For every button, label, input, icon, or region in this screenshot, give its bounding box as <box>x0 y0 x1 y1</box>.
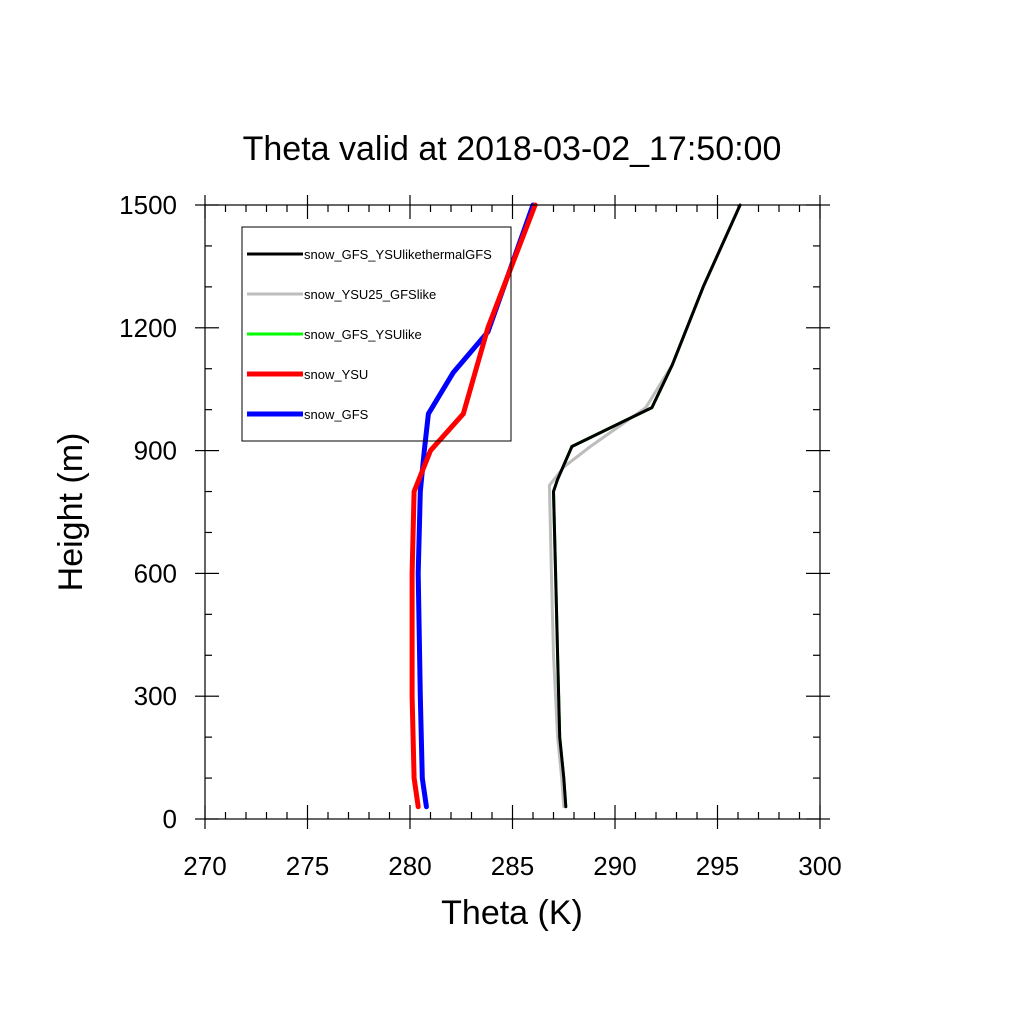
x-tick-label: 270 <box>183 851 226 881</box>
series-line-snow_YSU <box>409 202 538 810</box>
legend-label: snow_GFS <box>304 407 369 422</box>
x-tick-label: 275 <box>286 851 329 881</box>
legend-box <box>241 226 512 442</box>
ticks-layer: 270 275 280 285 290 295 300 0 300 600 900 1200 1500 <box>119 190 842 881</box>
x-tick-label: 300 <box>798 851 841 881</box>
y-tick-label: 900 <box>134 436 177 466</box>
plot-frame <box>204 204 821 820</box>
x-tick-label: 280 <box>388 851 431 881</box>
legend-label: snow_YSU25_GFSlike <box>304 287 436 302</box>
chart-title: Theta valid at 2018-03-02_17:50:00 <box>243 130 782 168</box>
series-line-snow_YSU25_GFSlike <box>547 203 742 809</box>
series-line-snow_GFS_YSUlike <box>552 203 742 809</box>
x-tick-label: 290 <box>593 851 636 881</box>
legend-label: snow_GFS_YSUlike <box>304 327 422 342</box>
y-tick-label: 300 <box>134 681 177 711</box>
x-tick-label: 295 <box>696 851 739 881</box>
series-line-snow_GFS_YSUlikethermalGFS <box>552 203 742 809</box>
y-tick-label: 0 <box>163 804 177 834</box>
legend-label: snow_GFS_YSUlikethermalGFS <box>304 247 492 262</box>
legend-label: snow_YSU <box>304 367 368 382</box>
y-tick-label: 1200 <box>119 313 177 343</box>
y-tick-label: 600 <box>134 558 177 588</box>
series-layer <box>409 202 742 810</box>
x-axis-label: Theta (K) <box>441 894 583 932</box>
y-axis-label: Height (m) <box>52 433 90 592</box>
x-tick-label: 285 <box>491 851 534 881</box>
legend: snow_GFS_YSUlikethermalGFS snow_YSU25_GFS… <box>241 226 512 442</box>
y-tick-label: 1500 <box>119 190 177 220</box>
